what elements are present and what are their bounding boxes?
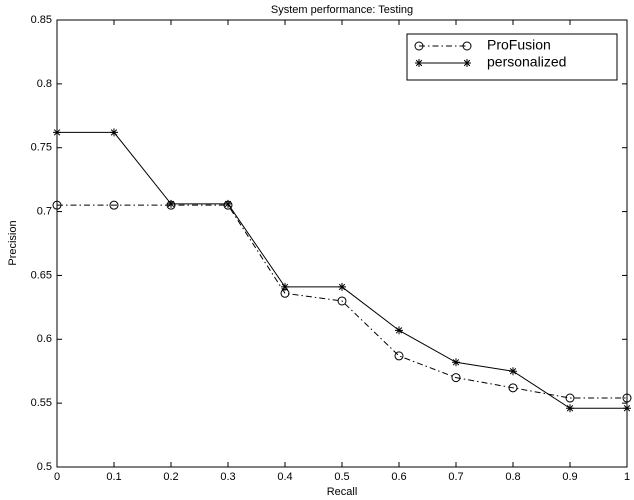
marker: [110, 128, 118, 137]
x-tick-label: 0.5: [334, 471, 349, 483]
marker: [167, 199, 175, 208]
legend-label: ProFusion: [487, 37, 551, 53]
chart-title: System performance: Testing: [271, 4, 413, 16]
x-tick-label: 0.8: [505, 471, 520, 483]
x-tick-label: 0.7: [448, 471, 463, 483]
marker: [224, 199, 232, 208]
y-axis-label: Precision: [7, 220, 19, 265]
marker: [508, 383, 518, 393]
marker: [415, 59, 423, 67]
marker: [463, 59, 471, 67]
x-tick-label: 0.4: [277, 471, 292, 483]
y-tick-label: 0.75: [31, 142, 52, 154]
y-tick-label: 0.65: [31, 269, 52, 281]
series-line: [57, 131, 627, 409]
marker: [509, 367, 517, 376]
x-tick-label: 0.1: [106, 471, 121, 483]
marker: [394, 351, 404, 361]
marker: [565, 393, 575, 403]
x-tick-label: 0.6: [391, 471, 406, 483]
y-tick-label: 0.8: [37, 78, 52, 90]
x-tick-label: 1: [624, 471, 630, 483]
y-tick-label: 0.6: [37, 333, 52, 345]
marker: [451, 373, 461, 383]
legend-box: [406, 33, 618, 81]
marker: [462, 41, 472, 51]
marker: [622, 393, 632, 403]
y-tick-label: 0.5: [37, 461, 52, 473]
x-tick-label: 0: [54, 471, 60, 483]
marker: [395, 326, 403, 335]
plot-frame: [56, 19, 628, 468]
y-tick-label: 0.55: [31, 397, 52, 409]
x-tick-label: 0.2: [163, 471, 178, 483]
marker: [52, 200, 62, 210]
marker: [109, 200, 119, 210]
y-tick-label: 0.7: [37, 205, 52, 217]
marker: [337, 296, 347, 306]
y-tick-label: 0.85: [31, 14, 52, 26]
marker: [452, 358, 460, 367]
marker: [281, 282, 289, 291]
x-axis-label: Recall: [327, 486, 358, 498]
marker: [414, 41, 424, 51]
series-line: [57, 204, 627, 399]
x-tick-label: 0.3: [220, 471, 235, 483]
x-tick-label: 0.9: [562, 471, 577, 483]
marker: [566, 404, 574, 413]
marker: [53, 128, 61, 137]
marker: [338, 282, 346, 291]
legend-label: personalized: [487, 54, 566, 70]
marker: [623, 404, 631, 413]
